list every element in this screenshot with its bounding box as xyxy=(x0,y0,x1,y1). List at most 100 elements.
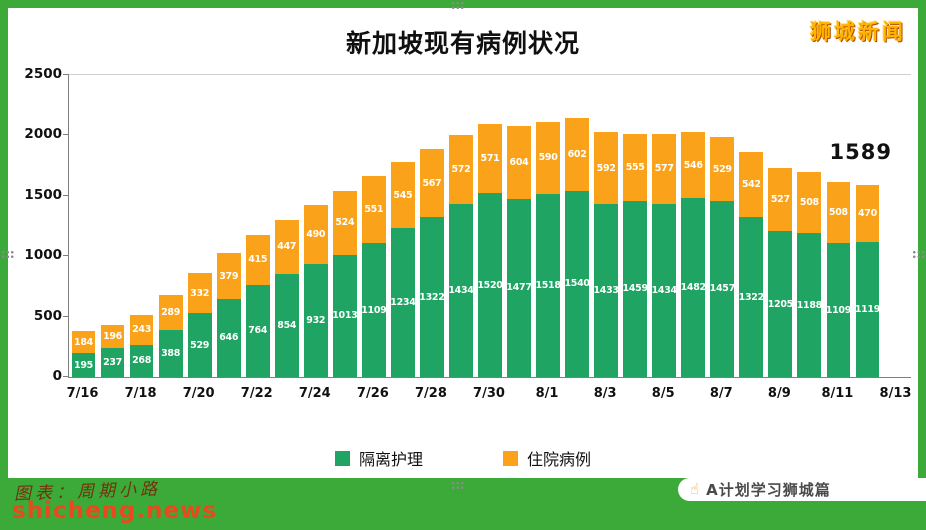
isolation-segment: 195 xyxy=(71,353,96,377)
site-watermark: shicheng.news xyxy=(12,498,218,524)
bar-value-label: 1109 xyxy=(361,304,387,316)
hospital-segment: 332 xyxy=(187,273,212,314)
stacked-bar: 555 1459 xyxy=(623,133,648,377)
bar-value-label: 1520 xyxy=(477,279,503,291)
bar-value-label: 1482 xyxy=(680,281,707,293)
stacked-bar: 604 1477 xyxy=(506,125,532,377)
stacked-bar: 184 195 xyxy=(71,331,96,377)
isolation-segment: 1433 xyxy=(594,203,619,377)
bar-value-label: 415 xyxy=(248,254,268,266)
x-tick-label: 7/26 xyxy=(356,386,389,401)
isolation-segment: 1434 xyxy=(651,203,678,377)
y-axis-labels: 0 500 1000 1500 2000 2500 xyxy=(8,66,64,384)
x-tick-label: 7/16 xyxy=(66,386,99,401)
bar-value-label: 195 xyxy=(74,359,93,371)
hospital-segment: 447 xyxy=(274,219,299,274)
hospital-segment: 415 xyxy=(245,234,270,285)
x-tick-label: 8/11 xyxy=(821,386,854,401)
isolation-segment: 237 xyxy=(100,348,125,377)
y-tick-label: 1500 xyxy=(24,186,62,203)
x-axis-labels: 7/16 7/18 7/20 7/22 7/24 7/26 7/28 7/30 8/1 8/3 8/… xyxy=(66,382,912,404)
bar-value-label: 1322 xyxy=(419,291,445,303)
bar-value-label: 551 xyxy=(364,204,384,216)
stacked-bar: 508 1188 xyxy=(797,172,822,377)
bar-value-label: 243 xyxy=(132,324,152,336)
selection-handle-top xyxy=(451,1,464,10)
bar-value-label: 1434 xyxy=(651,284,678,296)
hospital-swatch-icon xyxy=(503,450,518,466)
x-tick-label: 7/24 xyxy=(298,386,331,401)
bar-value-label: 524 xyxy=(335,217,355,229)
y-tick-label: 2500 xyxy=(24,66,62,82)
bar-value-label: 1477 xyxy=(506,282,532,294)
stacked-bar: 546 1482 xyxy=(680,132,707,377)
hospital-segment: 551 xyxy=(361,176,386,244)
stacked-bar: 243 268 xyxy=(129,315,154,377)
bar-value-label: 567 xyxy=(422,177,442,189)
selection-handle-right xyxy=(912,250,925,259)
stacked-bar: 524 1013 xyxy=(332,191,358,377)
hospital-segment: 590 xyxy=(536,122,560,194)
x-tick-label: 7/22 xyxy=(240,386,273,401)
hospital-segment: 508 xyxy=(826,181,851,244)
bar-value-label: 1205 xyxy=(767,298,794,310)
bar-value-label: 1518 xyxy=(535,279,561,291)
bar-value-label: 508 xyxy=(799,197,819,209)
isolation-segment: 1205 xyxy=(767,231,794,377)
isolation-segment: 1322 xyxy=(419,217,445,377)
isolation-segment: 764 xyxy=(245,284,270,377)
y-tick-label: 1000 xyxy=(24,247,62,264)
bar-value-label: 289 xyxy=(161,307,181,319)
isolation-segment: 1457 xyxy=(709,200,736,377)
bar-value-label: 1109 xyxy=(825,304,852,316)
chart-legend: 隔离护理 住院病例 xyxy=(8,446,918,470)
stacked-bar: 590 1518 xyxy=(535,122,561,377)
isolation-segment: 388 xyxy=(158,330,183,377)
footer-ribbon: ☝ A计划学习狮城篇 xyxy=(678,478,926,501)
bar-value-label: 508 xyxy=(828,206,848,218)
bar-value-label: 388 xyxy=(161,348,181,360)
x-tick-label: 7/18 xyxy=(124,386,157,401)
isolation-segment: 1188 xyxy=(797,233,822,377)
isolation-segment: 1518 xyxy=(535,193,561,377)
stacked-bar: 602 1540 xyxy=(564,118,590,377)
bar-value-label: 546 xyxy=(683,159,703,171)
bar-value-label: 1457 xyxy=(709,283,736,295)
stacked-bar: 470 1119 xyxy=(855,185,880,377)
bar-value-label: 1540 xyxy=(564,278,590,290)
bar-value-label: 542 xyxy=(741,179,761,191)
y-tick-mark xyxy=(63,134,69,136)
hospital-segment: 571 xyxy=(478,124,502,194)
isolation-segment: 1477 xyxy=(506,198,532,377)
chart-panel: 新加坡现有病例状况 狮城新闻 0 500 1000 1500 2000 2500 184 1… xyxy=(8,8,918,478)
bar-value-label: 646 xyxy=(219,332,239,344)
hospital-segment: 567 xyxy=(420,148,444,218)
stacked-bar: 571 1520 xyxy=(477,124,503,377)
bar-value-label: 572 xyxy=(451,163,471,175)
hospital-segment: 577 xyxy=(652,134,677,204)
stacked-bar: 529 1457 xyxy=(709,137,736,377)
hospital-segment: 527 xyxy=(768,167,793,232)
bar-value-label: 529 xyxy=(712,163,732,175)
bar-value-label: 268 xyxy=(132,355,152,367)
bar-value-label: 1322 xyxy=(738,291,765,303)
y-tick-label: 0 xyxy=(52,368,62,384)
legend-item-hospital: 住院病例 xyxy=(503,446,591,470)
y-tick-mark xyxy=(63,74,69,75)
bar-value-label: 1234 xyxy=(390,296,416,308)
x-tick-label: 7/28 xyxy=(414,386,447,401)
bar-value-label: 527 xyxy=(770,194,790,206)
hospital-segment: 470 xyxy=(855,185,880,242)
hospital-segment: 524 xyxy=(332,191,357,255)
x-tick-label: 8/13 xyxy=(879,386,912,401)
last-total-annotation: 1589 xyxy=(829,140,892,164)
pointing-hand-icon: ☝ xyxy=(690,480,700,498)
isolation-segment: 1013 xyxy=(332,254,358,377)
legend-label: 住院病例 xyxy=(527,450,592,469)
bar-value-label: 764 xyxy=(248,325,268,337)
y-tick-label: 2000 xyxy=(24,126,62,143)
hospital-segment: 604 xyxy=(507,125,531,199)
isolation-segment: 1109 xyxy=(361,243,387,377)
isolation-segment: 1482 xyxy=(680,197,707,377)
